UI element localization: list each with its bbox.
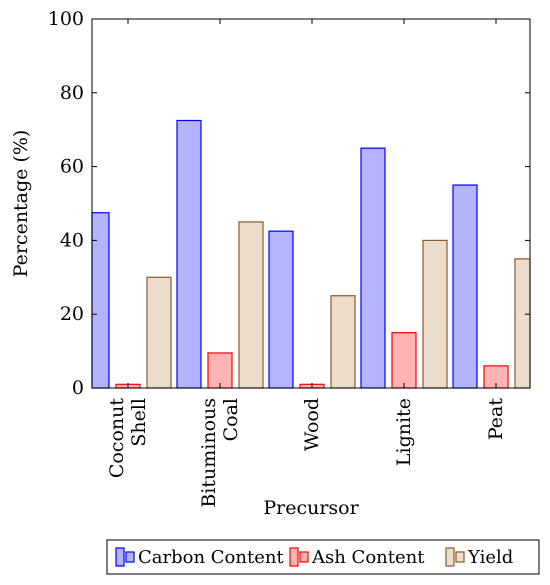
- bars: [91, 119, 531, 389]
- bar-ash-content-3: [391, 332, 417, 389]
- bar-yield-2: [330, 295, 356, 389]
- y-axis-title: Percentage (%): [10, 130, 32, 278]
- plot-frame: [91, 18, 531, 389]
- x-tick-label: Shell: [128, 398, 150, 447]
- legend-swatch-small: [125, 551, 135, 563]
- y-tick-label: 80: [60, 82, 84, 104]
- bar-yield-0: [146, 276, 172, 389]
- bar-yield-1: [238, 221, 264, 389]
- bar-carbon-content-4: [452, 184, 478, 389]
- legend-box: [106, 539, 540, 575]
- legend-label: Ash Content: [311, 547, 425, 568]
- x-tick-label: Wood: [301, 398, 323, 451]
- bar-ash-content-1: [207, 352, 233, 389]
- y-tick-label: 100: [48, 8, 84, 30]
- bar-yield-4: [514, 258, 531, 389]
- x-axis-ticks: Coconut Shell Bituminous Coal Wood Lignite Pea…: [106, 19, 507, 508]
- bar-carbon-content-0: [91, 212, 110, 389]
- bar-yield-3: [422, 239, 448, 389]
- bar-carbon-content-1: [176, 119, 202, 389]
- x-tick-label: Coal: [220, 398, 242, 441]
- legend-swatch: [115, 547, 125, 567]
- x-tick-label: Coconut: [106, 398, 128, 479]
- x-axis-title: Precursor: [263, 497, 359, 519]
- x-tick-label: Lignite: [393, 398, 415, 466]
- y-tick-label: 60: [60, 156, 84, 178]
- bar-carbon-content-2: [268, 230, 294, 389]
- legend-swatch: [289, 547, 299, 567]
- y-tick-label: 20: [60, 303, 84, 325]
- legend-swatch-small: [299, 551, 309, 563]
- legend-label: Carbon Content: [138, 547, 284, 568]
- y-tick-label: 40: [60, 229, 84, 251]
- y-tick-label: 0: [72, 377, 84, 399]
- y-axis-ticks: 0 20 40 60 80 100: [48, 8, 530, 399]
- legend-label: Yield: [467, 547, 513, 568]
- legend: Carbon Content Ash Content Yield: [106, 539, 540, 575]
- x-tick-label: Bituminous: [198, 398, 220, 508]
- axes: [91, 18, 531, 389]
- legend-swatch: [445, 547, 455, 567]
- x-tick-label: Peat: [485, 398, 507, 441]
- legend-swatch-small: [455, 551, 465, 563]
- bar-carbon-content-3: [360, 147, 386, 389]
